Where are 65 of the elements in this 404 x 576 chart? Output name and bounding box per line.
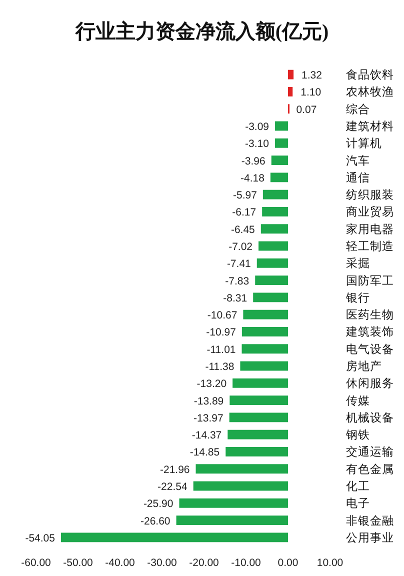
y-tick-label: 房地产 (346, 359, 382, 373)
data-label: -14.37 (192, 430, 222, 442)
data-label: -8.31 (223, 292, 248, 304)
y-tick-label: 化工 (346, 480, 370, 493)
data-label: -54.05 (25, 532, 56, 544)
data-label: -10.67 (207, 310, 238, 322)
y-tick-label: 有色金属 (346, 462, 394, 476)
data-label: -21.96 (160, 464, 190, 476)
x-tick-label: 10.00 (316, 557, 344, 569)
x-tick-label: -60.00 (21, 557, 52, 569)
y-tick-label: 钢铁 (345, 428, 370, 442)
data-label: -11.01 (206, 344, 236, 356)
y-tick-label: 休闲服务 (346, 377, 394, 390)
y-tick-label: 食品饮料 (346, 68, 394, 82)
data-label: -7.83 (225, 275, 250, 288)
y-tick-label: 电子 (346, 497, 370, 510)
y-tick-label: 银行 (345, 291, 370, 304)
y-tick-label: 公用事业 (346, 531, 394, 544)
data-label: -6.17 (232, 206, 256, 219)
data-label: -5.97 (232, 190, 258, 202)
y-tick-label: 农林牧渔 (346, 86, 394, 99)
data-label: -6.45 (230, 224, 256, 236)
x-tick-label: 0.00 (278, 557, 298, 569)
y-tick-label: 计算机 (346, 137, 382, 150)
data-label: -26.60 (140, 515, 170, 528)
x-tick-label: -50.00 (63, 557, 94, 569)
data-label: 1.32 (302, 70, 322, 82)
data-label: -13.97 (194, 412, 224, 424)
data-label: -14.85 (190, 446, 220, 459)
y-tick-label: 传媒 (346, 394, 370, 408)
y-tick-label: 建筑装饰 (345, 326, 394, 339)
data-label: -10.97 (206, 326, 236, 339)
chart-title: 行业主力资金净流入额(亿元) (74, 20, 329, 43)
y-tick-label: 轻工制造 (346, 240, 394, 253)
y-tick-label: 医药生物 (346, 308, 394, 322)
y-tick-label: 交通运输 (346, 444, 394, 459)
y-tick-label: 建筑材料 (345, 120, 394, 133)
data-label: -22.54 (158, 481, 188, 493)
data-label: -4.18 (240, 172, 265, 184)
data-label: 1.10 (300, 86, 322, 99)
data-label: 0.07 (296, 104, 317, 116)
y-tick-label: 采掘 (346, 257, 370, 270)
data-label: -13.89 (194, 395, 224, 408)
y-tick-label: 国防军工 (346, 274, 394, 288)
data-label: -25.90 (143, 498, 174, 510)
y-tick-label: 商业贸易 (346, 204, 394, 219)
data-label: -3.09 (245, 121, 270, 133)
data-label: -3.96 (241, 155, 266, 168)
y-tick-label: 纺织服装 (346, 188, 394, 202)
data-label: -7.02 (228, 241, 253, 253)
y-tick-label: 家用电器 (346, 222, 394, 236)
data-label: -13.20 (196, 378, 227, 390)
y-tick-label: 电气设备 (346, 342, 394, 356)
x-tick-label: -10.00 (231, 557, 262, 569)
data-label: -3.10 (245, 138, 270, 150)
x-tick-label: -30.00 (147, 557, 178, 569)
data-label: -7.41 (226, 258, 252, 270)
x-tick-label: -20.00 (189, 557, 220, 569)
y-tick-label: 机械设备 (346, 411, 394, 424)
y-tick-label: 综合 (346, 102, 370, 116)
y-tick-label: 通信 (346, 171, 370, 184)
data-label: -11.38 (205, 361, 234, 373)
x-tick-label: -40.00 (105, 557, 136, 569)
y-tick-label: 非银金融 (346, 514, 394, 528)
y-tick-label: 汽车 (346, 153, 370, 168)
